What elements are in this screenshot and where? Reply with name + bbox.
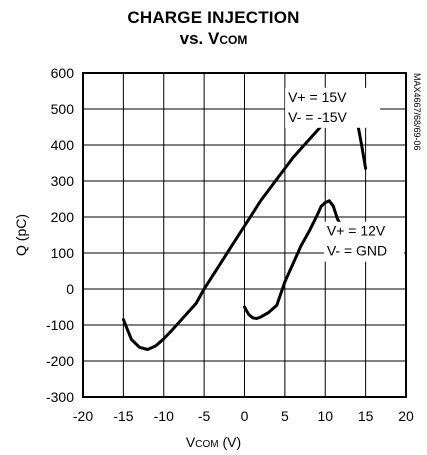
y-tick-label: 300 — [51, 173, 75, 189]
y-tick-label: 200 — [51, 209, 75, 225]
tick-labels: -20 -15 -10 -5 0 5 10 15 20 600 500 400 300 200 100 0 -1… — [46, 65, 414, 424]
y-tick-label: 100 — [51, 245, 75, 261]
x-axis-label-main: V — [185, 434, 196, 450]
y-tick-label: 0 — [66, 281, 74, 297]
y-tick-label: 500 — [51, 101, 75, 117]
annotation-text: V- = GND — [327, 243, 387, 259]
annotations: V+ = 15V V- = -15V V+ = 12V V- = GND — [285, 87, 404, 262]
x-tick-label: -15 — [113, 408, 133, 424]
plot-frame — [82, 72, 407, 398]
x-tick-label: 5 — [281, 408, 289, 424]
y-tick-label: -100 — [46, 317, 74, 333]
x-axis-label: VCOM (V) — [0, 434, 427, 450]
chart-title: CHARGE INJECTION — [127, 8, 300, 27]
y-tick-label: 600 — [51, 65, 75, 81]
annotation-text: V- = -15V — [288, 109, 347, 125]
x-tick-label: 10 — [317, 408, 333, 424]
x-tick-label: 0 — [241, 408, 249, 424]
chart-subtitle: vs. VCOM — [0, 29, 427, 49]
x-tick-label: -5 — [198, 408, 211, 424]
subtitle-subscript: COM — [219, 33, 248, 47]
part-number-label: MAX4667/68/69-06 — [412, 73, 422, 151]
annotation-box — [285, 87, 381, 128]
x-axis-label-unit: (V) — [218, 434, 242, 450]
annotation-text: V+ = 12V — [327, 223, 386, 239]
x-axis-label-sub: COM — [195, 439, 219, 450]
subtitle-prefix: vs. V — [179, 29, 220, 48]
x-tick-label: -20 — [73, 408, 93, 424]
x-tick-label: 20 — [398, 408, 414, 424]
series-line-2 — [243, 199, 343, 320]
y-tick-label: -300 — [46, 389, 74, 405]
x-tick-label: 15 — [358, 408, 374, 424]
y-tick-label: 400 — [51, 137, 75, 153]
y-axis-label: Q (pC) — [13, 214, 29, 256]
annotation-text: V+ = 15V — [288, 89, 347, 105]
annotation-box — [323, 221, 404, 262]
y-tick-label: -200 — [46, 353, 74, 369]
x-tick-label: -10 — [154, 408, 174, 424]
